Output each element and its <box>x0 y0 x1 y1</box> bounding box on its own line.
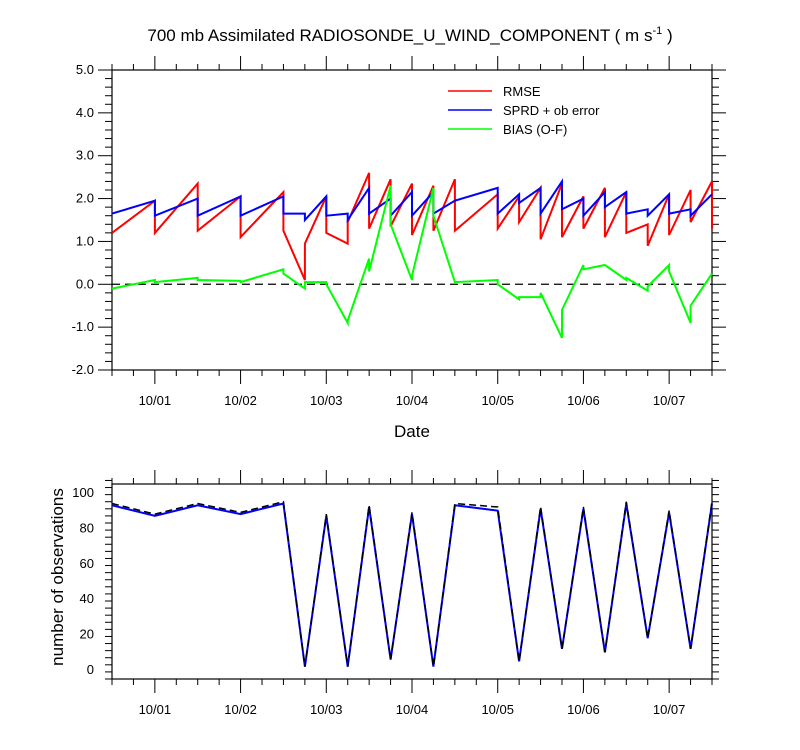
bottom-y-tick-label: 60 <box>80 556 94 571</box>
bottom-x-tick-label: 10/01 <box>139 702 172 717</box>
top-x-tick-label: 10/05 <box>481 393 514 408</box>
top-x-tick-label: 10/04 <box>396 393 429 408</box>
bottom-x-tick-label: 10/02 <box>224 702 257 717</box>
top-series-rmse <box>111 172 713 281</box>
top-chart-panel: 10/01 10/02 10/03 10/04 10/05 10/06 10/07 -2.0 -… <box>72 56 726 408</box>
top-y-tick-label: 4.0 <box>76 105 94 120</box>
bottom-y-tick-label: 0 <box>87 662 94 677</box>
top-x-axis-label: Date <box>394 422 430 441</box>
bottom-series-observations-assimilated <box>111 502 713 667</box>
bottom-y-tick-label: 20 <box>80 627 94 642</box>
bottom-chart-panel: 10/01 10/02 10/03 10/04 10/05 10/06 10/07 0 20 40… <box>72 470 719 717</box>
bottom-y-tick-label: 40 <box>80 591 94 606</box>
bottom-y-tick-label: 100 <box>72 485 94 500</box>
bottom-y-tick-label: 80 <box>80 520 94 535</box>
bottom-x-tick-label: 10/06 <box>567 702 600 717</box>
top-x-tick-label: 10/07 <box>653 393 686 408</box>
top-y-tick-label: -1.0 <box>72 319 94 334</box>
top-y-tick-label: -2.0 <box>72 362 94 377</box>
bottom-x-tick-label: 10/05 <box>481 702 514 717</box>
bottom-x-tick-label: 10/07 <box>653 702 686 717</box>
legend-label: RMSE <box>503 84 541 99</box>
bottom-series-observations-total <box>111 500 713 667</box>
top-x-tick-label: 10/06 <box>567 393 600 408</box>
top-y-tick-label: 5.0 <box>76 62 94 77</box>
legend-label: SPRD + ob error <box>503 103 600 118</box>
top-y-tick-label: 0.0 <box>76 276 94 291</box>
top-y-tick-label: 2.0 <box>76 191 94 206</box>
legend: RMSE SPRD + ob error BIAS (O-F) <box>448 84 600 137</box>
chart-title: 700 mb Assimilated RADIOSONDE_U_WIND_COM… <box>147 25 672 45</box>
bottom-x-tick-label: 10/03 <box>310 702 343 717</box>
top-x-tick-label: 10/03 <box>310 393 343 408</box>
bottom-y-axis-label: number of observations <box>48 488 67 666</box>
top-x-tick-label: 10/01 <box>139 393 172 408</box>
legend-label: BIAS (O-F) <box>503 122 567 137</box>
top-x-tick-label: 10/02 <box>224 393 257 408</box>
top-series-bias-o-f <box>111 185 713 339</box>
top-y-tick-label: 3.0 <box>76 148 94 163</box>
top-y-tick-label: 1.0 <box>76 233 94 248</box>
bottom-x-tick-label: 10/04 <box>396 702 429 717</box>
